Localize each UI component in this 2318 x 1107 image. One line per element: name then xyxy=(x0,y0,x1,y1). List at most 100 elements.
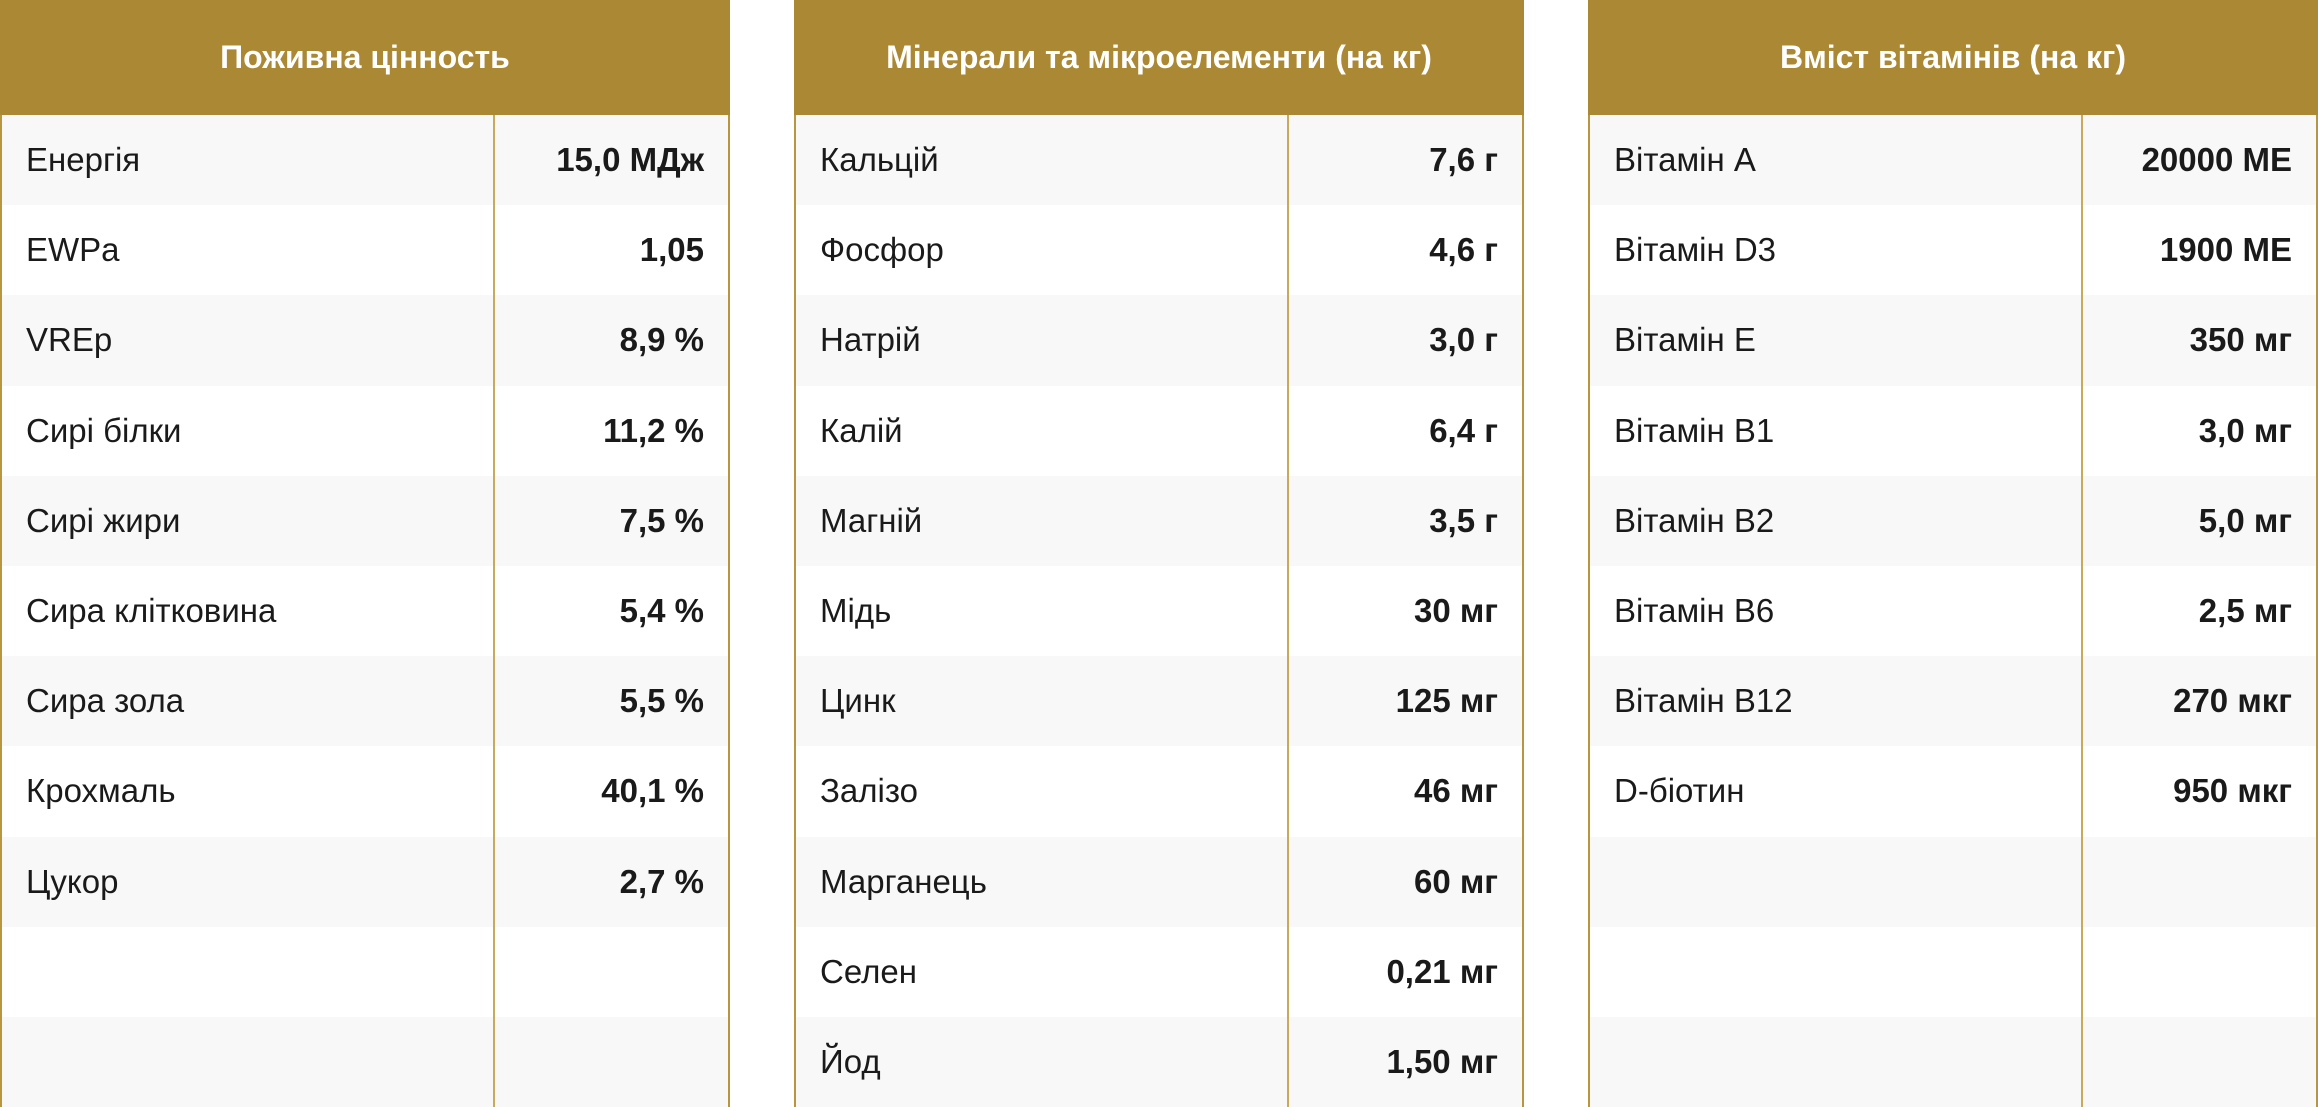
table-row: Вітамін D3 1900 МЕ xyxy=(1590,205,2316,296)
row-value: 4,6 г xyxy=(1429,231,1498,269)
row-label: Цинк xyxy=(796,656,1289,747)
table-row: VREp 8,9 % xyxy=(2,295,728,386)
row-value: 2,7 % xyxy=(619,862,704,900)
row-value: 3,0 мг xyxy=(2198,411,2292,449)
table-row xyxy=(1590,836,2316,927)
row-label: Вітамін А xyxy=(1590,115,2083,206)
table-row: Вітамін В2 5,0 мг xyxy=(1590,475,2316,566)
row-value: 7,6 г xyxy=(1429,141,1498,179)
row-value: 15,0 МДж xyxy=(556,141,704,179)
table-row: Кальцій 7,6 г xyxy=(796,115,1522,206)
table-row xyxy=(2,1016,728,1107)
table-row: EWPa 1,05 xyxy=(2,205,728,296)
row-label: Вітамін Е xyxy=(1590,295,2083,386)
row-label: Сирі жири xyxy=(2,475,495,566)
row-label xyxy=(2,1016,495,1107)
row-value: 270 мкг xyxy=(2173,682,2292,720)
table-row: Вітамін В6 2,5 мг xyxy=(1590,565,2316,657)
row-label: Сира зола xyxy=(2,656,495,747)
row-value xyxy=(495,1017,728,1107)
row-label: Вітамін В2 xyxy=(1590,475,2083,566)
table-row: Натрій 3,0 г xyxy=(796,295,1522,386)
row-value: 46 мг xyxy=(1413,772,1498,810)
row-label: Крохмаль xyxy=(2,746,495,837)
table-header: Поживна цінность xyxy=(0,0,730,115)
table-row: Селен 0,21 мг xyxy=(796,926,1522,1017)
table-row: Цукор 2,7 % xyxy=(2,836,728,927)
row-label: Сирі білки xyxy=(2,385,495,476)
row-label xyxy=(1590,926,2083,1017)
row-label: Мідь xyxy=(796,565,1289,657)
row-value: 3,5 г xyxy=(1429,501,1498,539)
row-label: EWPa xyxy=(2,205,495,296)
row-label: Залізо xyxy=(796,746,1289,837)
row-label: Вітамін В6 xyxy=(1590,565,2083,657)
row-value: 950 мкг xyxy=(2173,772,2292,810)
row-value xyxy=(2083,1017,2316,1107)
table-row: Сира зола 5,5 % xyxy=(2,656,728,747)
table-row: Вітамін А 20000 МЕ xyxy=(1590,115,2316,206)
row-value: 40,1 % xyxy=(601,772,704,810)
row-value: 8,9 % xyxy=(619,321,704,359)
row-label: D-біотин xyxy=(1590,746,2083,837)
row-value xyxy=(495,927,728,1017)
row-label: Вітамін В1 xyxy=(1590,385,2083,476)
row-label: Йод xyxy=(796,1016,1289,1107)
table-row: Мідь 30 мг xyxy=(796,565,1522,657)
table-row xyxy=(1590,926,2316,1017)
table-row: Сирі білки 11,2 % xyxy=(2,385,728,476)
table-row: Сира клітковина 5,4 % xyxy=(2,565,728,657)
table-row: Сирі жири 7,5 % xyxy=(2,475,728,566)
row-value xyxy=(2083,927,2316,1017)
minerals-table: Мінерали та мікроелементи (на кг) Кальці… xyxy=(794,0,1524,1107)
row-label xyxy=(2,926,495,1017)
row-value: 1900 МЕ xyxy=(2159,231,2292,269)
table-row: Йод 1,50 мг xyxy=(796,1016,1522,1107)
row-label: VREp xyxy=(2,295,495,386)
row-value: 6,4 г xyxy=(1429,411,1498,449)
vitamins-table: Вміст вітамінів (на кг) Вітамін А 20000 М… xyxy=(1588,0,2318,1107)
row-value: 2,5 мг xyxy=(2198,592,2292,630)
row-label: Марганець xyxy=(796,836,1289,927)
row-value: 60 мг xyxy=(1413,862,1498,900)
row-value: 5,4 % xyxy=(619,592,704,630)
row-label xyxy=(1590,836,2083,927)
table-row: Калій 6,4 г xyxy=(796,385,1522,476)
row-label: Селен xyxy=(796,926,1289,1017)
row-value: 7,5 % xyxy=(619,501,704,539)
table-row: Енергія 15,0 МДж xyxy=(2,115,728,206)
row-value: 0,21 мг xyxy=(1386,952,1498,990)
table-row: Фосфор 4,6 г xyxy=(796,205,1522,296)
row-label: Цукор xyxy=(2,836,495,927)
row-value: 5,0 мг xyxy=(2198,501,2292,539)
row-label: Магній xyxy=(796,475,1289,566)
row-label: Енергія xyxy=(2,115,495,206)
row-label xyxy=(1590,1016,2083,1107)
nutrition-table: Поживна цінность Енергія 15,0 МДж EWPa 1,05… xyxy=(0,0,730,1107)
row-label: Кальцій xyxy=(796,115,1289,206)
row-value: 350 мг xyxy=(2189,321,2292,359)
row-label: Вітамін В12 xyxy=(1590,656,2083,747)
row-label: Калій xyxy=(796,385,1289,476)
row-value: 1,50 мг xyxy=(1386,1042,1498,1080)
row-value: 30 мг xyxy=(1413,592,1498,630)
table-row: Вітамін В12 270 мкг xyxy=(1590,656,2316,747)
row-value xyxy=(2083,837,2316,927)
table-row: Марганець 60 мг xyxy=(796,836,1522,927)
table-row xyxy=(1590,1016,2316,1107)
row-label: Вітамін D3 xyxy=(1590,205,2083,296)
table-header: Мінерали та мікроелементи (на кг) xyxy=(794,0,1524,115)
row-value: 3,0 г xyxy=(1429,321,1498,359)
row-value: 125 мг xyxy=(1395,682,1498,720)
row-value: 20000 МЕ xyxy=(2141,141,2292,179)
table-row: Вітамін В1 3,0 мг xyxy=(1590,385,2316,476)
row-value: 11,2 % xyxy=(603,411,704,449)
table-row: Залізо 46 мг xyxy=(796,746,1522,837)
table-row: Крохмаль 40,1 % xyxy=(2,746,728,837)
table-header: Вміст вітамінів (на кг) xyxy=(1588,0,2318,115)
row-label: Натрій xyxy=(796,295,1289,386)
row-value: 1,05 xyxy=(639,231,704,269)
table-row: Вітамін Е 350 мг xyxy=(1590,295,2316,386)
table-row: D-біотин 950 мкг xyxy=(1590,746,2316,837)
row-label: Фосфор xyxy=(796,205,1289,296)
